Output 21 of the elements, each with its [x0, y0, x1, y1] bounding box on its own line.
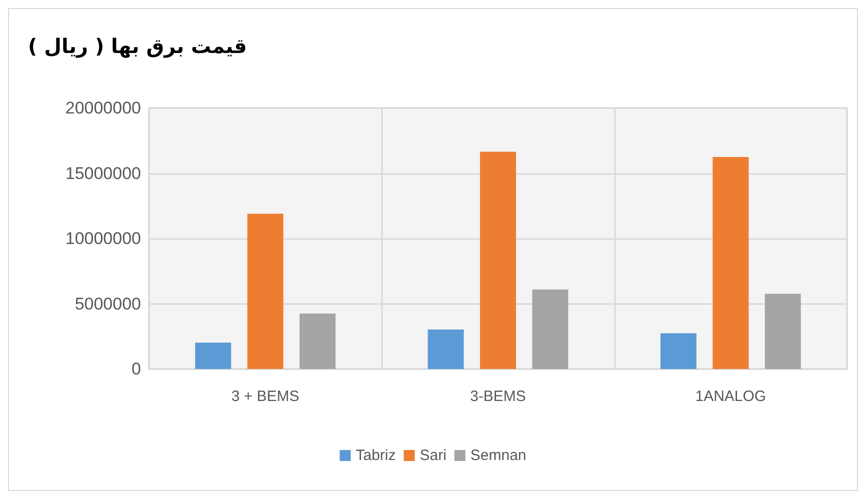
- bar: [764, 294, 801, 369]
- y-tick-label: 0: [132, 360, 141, 378]
- y-tick-label: 20000000: [65, 98, 141, 118]
- legend-label: Sari: [420, 447, 446, 464]
- bar: [195, 342, 232, 369]
- y-tick-label: 10000000: [65, 229, 141, 248]
- bar: [660, 333, 696, 369]
- legend-label: Tabriz: [356, 447, 396, 464]
- bar: [480, 152, 516, 369]
- chart-title: قیمت برق بها ( ریال ): [28, 34, 247, 58]
- bar: [712, 156, 749, 369]
- legend-label: Semnan: [470, 447, 526, 464]
- bar: [247, 214, 284, 369]
- y-tick-label: 5000000: [74, 294, 141, 314]
- y-tick-label: 15000000: [65, 164, 141, 183]
- bar: [428, 329, 464, 369]
- x-tick-label: 1ANALOG: [695, 388, 766, 405]
- x-tick-label: 3 + BEMS: [231, 388, 300, 405]
- bar: [532, 290, 568, 369]
- x-tick-label: 3-BEMS: [470, 388, 526, 405]
- bar: [300, 314, 336, 369]
